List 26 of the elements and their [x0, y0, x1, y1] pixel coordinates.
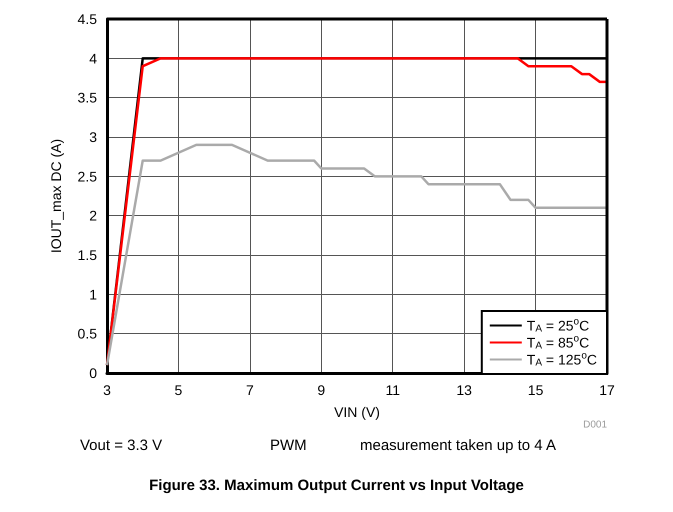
- text: PWM: [270, 437, 307, 454]
- x-tick-label: 11: [385, 382, 400, 398]
- y-tick-label: 3: [89, 129, 98, 145]
- y-tick-label: 0: [89, 365, 98, 381]
- x-axis-title: VIN (V): [334, 404, 380, 420]
- y-tick-label: 0.5: [78, 326, 98, 342]
- x-tick-label: 9: [317, 382, 326, 398]
- y-tick-label: 2.5: [78, 168, 98, 184]
- y-tick-label: 3.5: [78, 90, 98, 106]
- y-tick-label: 4.5: [78, 11, 98, 27]
- y-tick-label: 4: [89, 50, 98, 66]
- x-tick-label: 3: [103, 382, 112, 398]
- x-tick-label: 7: [246, 382, 254, 398]
- text: Figure 33. Maximum Output Current vs Input Voltage: [149, 477, 524, 494]
- x-tick-label: 5: [174, 382, 183, 398]
- text: D001: [583, 420, 608, 430]
- x-tick-label: 13: [456, 382, 472, 398]
- y-axis-title: IOUT_max DC (A): [48, 138, 64, 254]
- x-tick-label: 15: [528, 382, 544, 398]
- text: Vout = 3.3 V: [80, 437, 162, 454]
- line-series: [106, 144, 608, 366]
- text: measurement taken up to 4 A: [360, 437, 556, 454]
- y-tick-label: 1.5: [78, 247, 98, 263]
- y-tick-label: 2: [89, 208, 98, 224]
- x-tick-label: 17: [599, 382, 615, 398]
- y-tick-label: 1: [89, 286, 98, 302]
